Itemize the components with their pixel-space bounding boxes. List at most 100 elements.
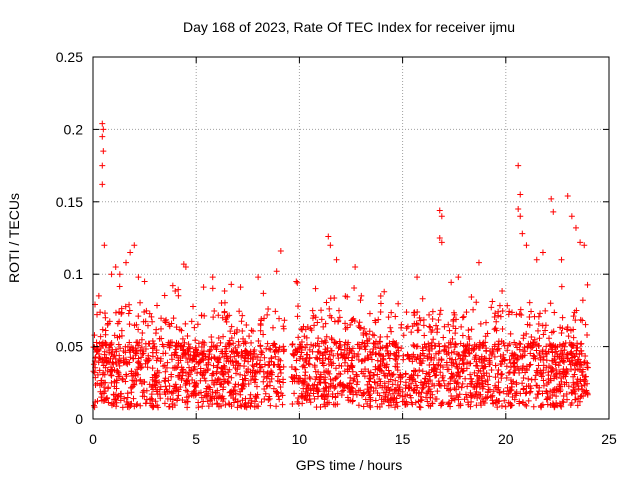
data-point <box>148 395 155 402</box>
data-point <box>544 395 551 402</box>
data-point <box>257 357 264 364</box>
data-point <box>206 351 213 358</box>
data-point <box>548 329 555 336</box>
data-point <box>237 284 244 291</box>
data-point <box>138 364 145 371</box>
data-point <box>291 378 298 385</box>
data-point <box>574 344 581 351</box>
data-point <box>492 374 499 381</box>
data-point <box>582 321 589 328</box>
data-point <box>395 374 402 381</box>
data-point <box>426 311 433 318</box>
data-point <box>434 388 441 395</box>
data-point <box>435 378 442 385</box>
data-point <box>308 327 315 334</box>
data-point <box>466 336 473 343</box>
data-point <box>356 324 363 331</box>
data-point <box>324 401 331 408</box>
data-point <box>385 392 392 399</box>
data-point <box>323 299 330 306</box>
data-point <box>419 368 426 375</box>
data-point <box>311 322 318 329</box>
data-point <box>251 379 258 386</box>
plot-frame <box>92 56 610 420</box>
data-point <box>312 368 319 375</box>
data-point <box>431 343 438 350</box>
data-point <box>340 351 347 358</box>
data-point <box>213 346 220 353</box>
data-point <box>190 303 197 310</box>
data-point <box>384 333 391 340</box>
data-point <box>525 383 532 390</box>
data-point <box>97 344 104 351</box>
data-point <box>407 394 414 401</box>
data-point <box>149 318 156 325</box>
data-point <box>533 395 540 402</box>
data-point <box>258 398 265 405</box>
data-point <box>435 350 442 357</box>
data-point <box>221 353 228 360</box>
data-point <box>243 322 250 329</box>
data-point <box>94 398 101 405</box>
data-point <box>275 348 282 355</box>
data-point <box>554 343 561 350</box>
data-point <box>358 292 365 299</box>
data-point <box>520 375 527 382</box>
data-point <box>390 371 397 378</box>
data-point <box>153 326 160 333</box>
data-point <box>264 340 271 347</box>
data-point <box>533 367 540 374</box>
data-point <box>488 304 495 311</box>
data-point <box>98 397 105 404</box>
data-point <box>392 355 399 362</box>
data-point <box>359 392 366 399</box>
data-point <box>377 367 384 374</box>
data-point <box>197 377 204 384</box>
data-point <box>577 239 584 246</box>
data-point <box>463 391 469 398</box>
data-point <box>472 352 479 359</box>
data-point <box>490 400 497 407</box>
data-point <box>272 353 279 360</box>
data-point <box>583 389 590 396</box>
data-point <box>180 366 187 373</box>
data-point <box>101 384 108 391</box>
data-point <box>377 358 384 365</box>
data-point <box>141 393 148 400</box>
data-point <box>493 318 500 325</box>
data-point <box>582 353 589 360</box>
data-point <box>384 396 391 403</box>
data-point <box>169 356 176 363</box>
data-point <box>158 325 165 332</box>
data-point <box>357 387 364 394</box>
tick-labels: 0 5 10 15 20 25 0 0.05 0.1 0.15 0.2 0.25 <box>56 49 617 447</box>
data-point <box>392 377 399 384</box>
data-point <box>112 263 119 270</box>
data-point <box>314 319 321 326</box>
data-point <box>453 361 460 368</box>
data-point <box>486 373 493 380</box>
data-point <box>455 383 462 390</box>
data-point <box>522 401 529 408</box>
data-point <box>261 385 268 392</box>
data-point <box>443 351 450 358</box>
data-point <box>374 403 381 410</box>
data-point <box>431 372 438 379</box>
data-point <box>473 388 480 395</box>
data-point <box>303 396 310 403</box>
data-point <box>353 371 360 378</box>
data-point <box>449 335 456 342</box>
data-point <box>380 398 387 405</box>
data-point <box>367 404 374 411</box>
data-point <box>128 385 135 392</box>
data-point <box>277 366 284 373</box>
data-point <box>188 367 195 374</box>
data-point <box>221 370 228 377</box>
data-point <box>346 380 353 387</box>
data-point <box>179 372 186 379</box>
data-point <box>178 375 185 382</box>
data-point <box>381 362 388 369</box>
data-point <box>355 323 362 330</box>
data-point <box>185 345 192 352</box>
data-point <box>392 356 399 363</box>
